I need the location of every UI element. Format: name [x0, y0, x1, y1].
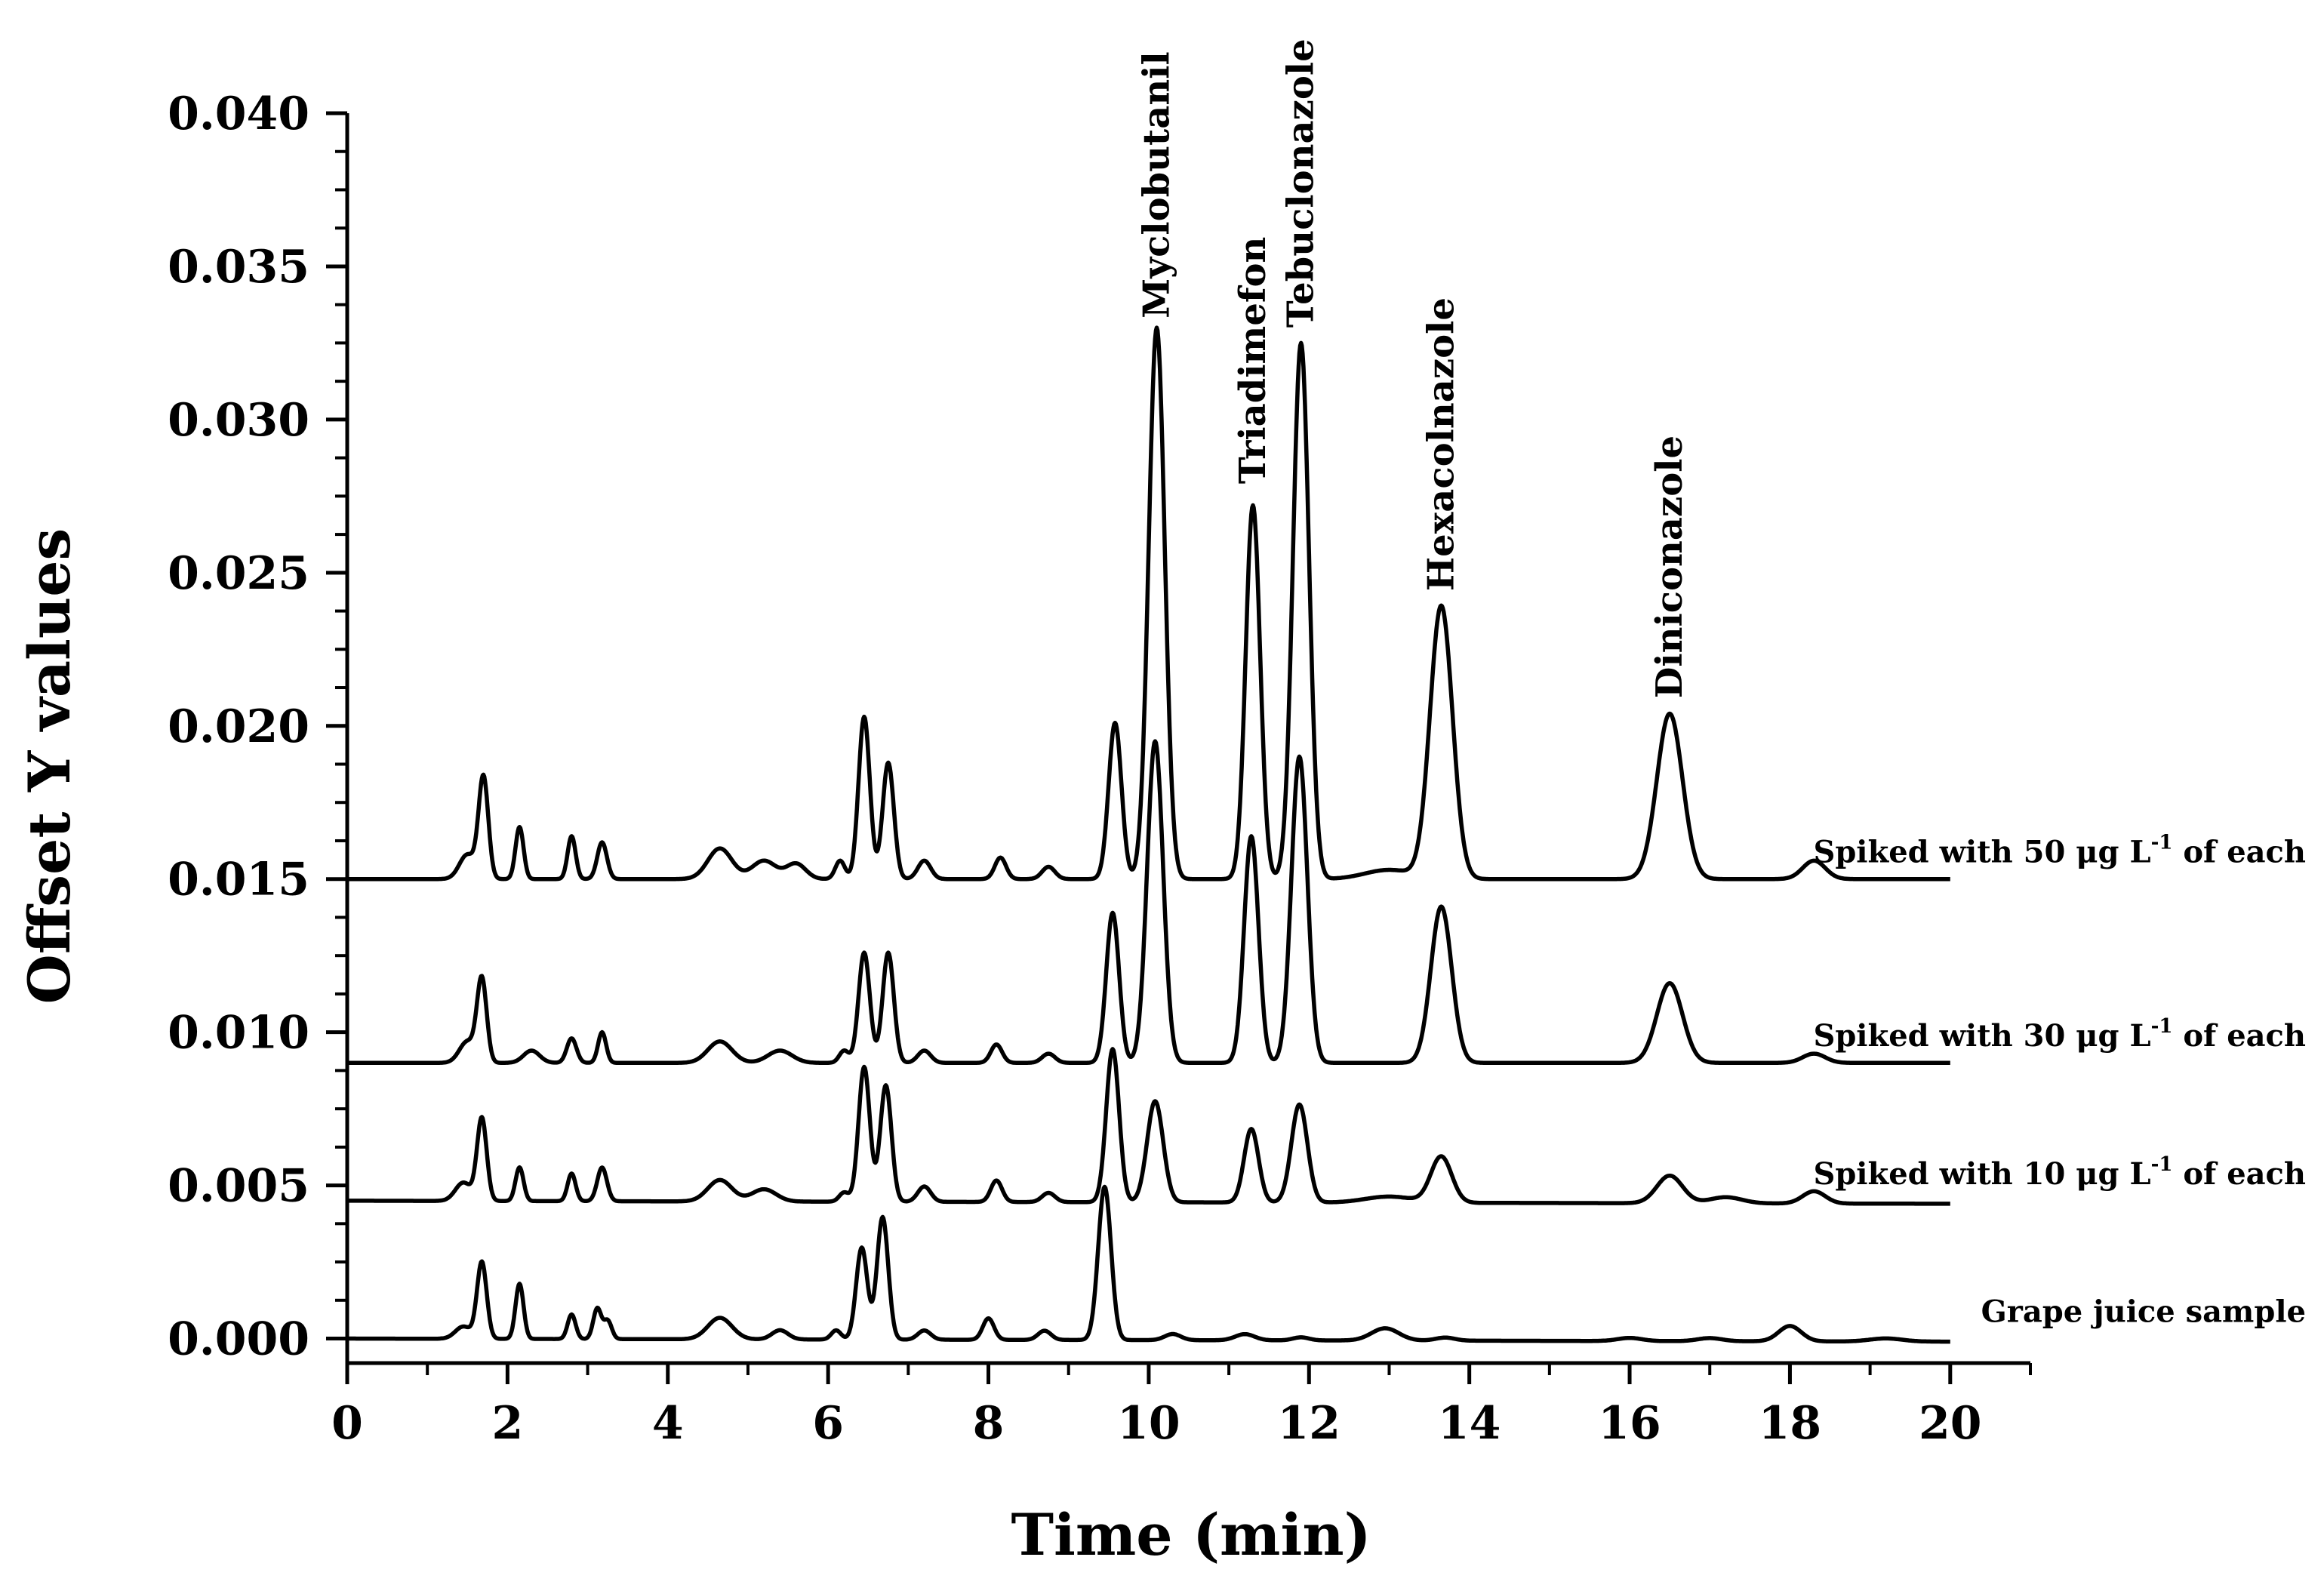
peak-label: Tebuclonazole — [1280, 38, 1322, 328]
x-tick-label: 18 — [1759, 1397, 1822, 1450]
series-label: Spiked with 30 μg L-1 of each — [1813, 1015, 2306, 1054]
x-tick-label: 8 — [973, 1397, 1005, 1450]
x-axis-title: Time (min) — [1011, 1501, 1371, 1568]
y-tick-label: 0.015 — [168, 854, 309, 906]
y-tick-label: 0.030 — [168, 394, 309, 447]
y-axis-title: Offset Y values — [16, 528, 83, 1005]
series-line — [346, 325, 1952, 882]
x-tick-label: 2 — [492, 1397, 524, 1450]
y-tick-label: 0.035 — [168, 241, 309, 294]
series-line — [346, 1184, 1952, 1344]
series-label: Spiked with 50 μg L-1 of each — [1813, 832, 2306, 870]
y-tick-label: 0.040 — [168, 88, 309, 140]
y-tick-label: 0.020 — [168, 700, 309, 753]
axes: 0 2 4 6 8 10 12 14 16 18 20 0.000 0.005 0.010 0.015 0.0… — [168, 88, 2032, 1450]
y-tick-label: 0.005 — [168, 1160, 309, 1213]
series-label: Spiked with 10 μg L-1 of each — [1813, 1153, 2306, 1192]
peak-label: Triadimefon — [1232, 237, 1274, 485]
y-tick-label: 0.000 — [168, 1313, 309, 1366]
x-tick-label: 16 — [1598, 1397, 1661, 1450]
x-tick-label: 10 — [1117, 1397, 1180, 1450]
x-tick-label: 0 — [331, 1397, 363, 1450]
series-line — [346, 1047, 1952, 1206]
peak-label: Myclobutanil — [1136, 51, 1178, 319]
x-tick-label: 4 — [652, 1397, 684, 1450]
x-tick-label: 14 — [1438, 1397, 1501, 1450]
peak-label: Hexacolnazole — [1421, 297, 1463, 591]
x-tick-label: 6 — [812, 1397, 844, 1450]
y-tick-label: 0.025 — [168, 547, 309, 600]
series-line — [346, 739, 1952, 1065]
series-labels: Spiked with 50 μg L-1 of each Spiked with… — [1813, 832, 2306, 1330]
peak-label: Diniconazole — [1648, 435, 1691, 698]
series-label: Grape juice sample — [1981, 1294, 2306, 1330]
y-tick-label: 0.010 — [168, 1007, 309, 1060]
x-tick-label: 12 — [1278, 1397, 1341, 1450]
x-tick-label: 20 — [1919, 1397, 1982, 1450]
series-lines — [346, 325, 1952, 1344]
